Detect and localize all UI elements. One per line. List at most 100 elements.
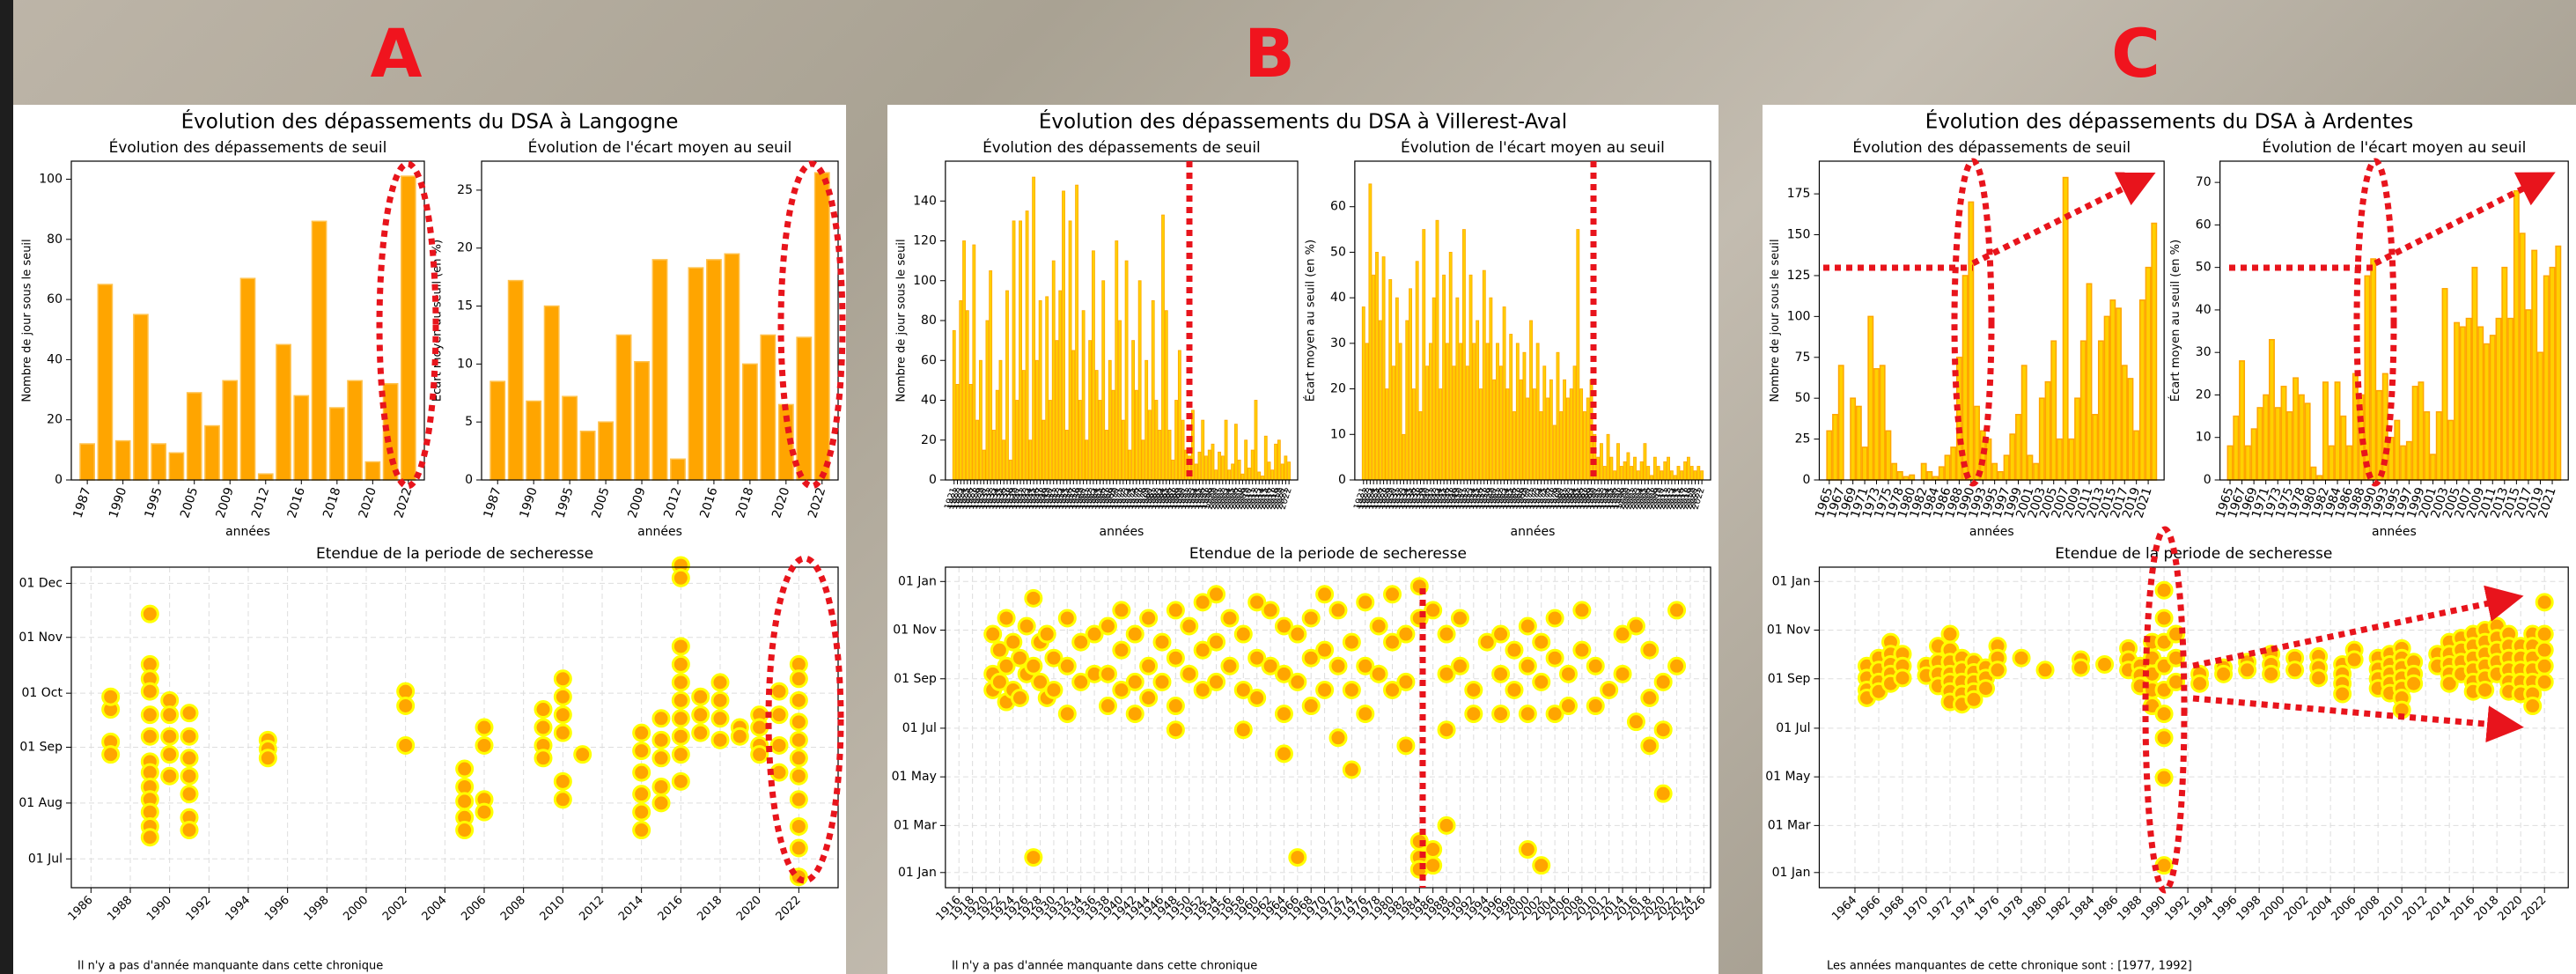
point [1477,632,1497,652]
point [1356,656,1375,675]
panel-letter: C [2111,14,2160,92]
point [1248,648,1267,668]
point [1315,680,1335,699]
point [1248,688,1267,707]
highlight-ellipse [376,160,439,490]
point [396,696,416,715]
point [632,821,651,840]
y-tick-label: 20 [457,241,473,255]
point [1545,648,1564,668]
highlight-ellipse [2142,526,2188,894]
point [1315,640,1335,660]
point [1572,601,1592,620]
point [671,690,690,710]
point [789,690,808,710]
y-tick-label: 60 [1330,200,1346,214]
subplot-title: Évolution des dépassements de seuil [983,137,1261,157]
y-tick-label: 30 [1330,336,1346,350]
point [1152,632,1172,652]
point [1518,705,1537,724]
point [1437,815,1456,835]
y-tick-label: 80 [47,232,63,247]
point [1037,624,1056,644]
point [789,669,808,689]
y-tick-label: 25 [1795,432,1811,446]
point [1600,680,1619,699]
point [1193,640,1212,660]
y-tick-label: 50 [1795,391,1811,405]
axes-frame [1354,160,1711,481]
y-tick-label: 01 Oct [22,686,63,700]
trend-arrow [2374,172,2556,267]
point [1274,616,1293,636]
trend-arrow [2192,585,2524,669]
y-tick-label: 01 Mar [894,818,937,832]
point [1044,648,1064,668]
subplot-title: Évolution des dépassements de seuil [1852,137,2131,157]
point [1220,656,1240,675]
y-tick-label: 125 [1787,269,1811,283]
y-axis-label: Nombre de jour sous le seuil [894,239,908,402]
point [1274,744,1293,764]
point [1057,656,1077,675]
point [710,730,730,749]
point [1152,672,1172,691]
point [553,790,572,809]
point [997,656,1016,675]
point [651,709,671,728]
point [1532,856,1551,875]
point [1288,672,1307,691]
point [1274,664,1293,683]
y-tick-label: 100 [913,274,937,288]
point [1613,624,1632,644]
point [1207,632,1226,652]
y-tick-label: 60 [47,292,63,306]
highlight-ellipse [2353,158,2397,487]
point [691,687,710,706]
point [789,838,808,858]
point [140,727,159,746]
y-tick-label: 20 [47,413,63,427]
point [632,785,651,804]
point [1653,784,1673,803]
y-tick-label: 80 [921,314,937,328]
y-tick-label: 01 Jan [898,574,937,588]
subplot-title: Etendue de la periode de secheresse [316,545,593,563]
point [1166,601,1185,620]
point [1139,656,1159,675]
y-tick-label: 100 [39,172,63,186]
point [1112,640,1131,660]
point [1626,712,1645,732]
point [671,673,690,692]
point [1437,664,1456,683]
point [1024,588,1043,608]
point [632,802,651,822]
point [1558,697,1578,716]
point [1233,720,1253,740]
point [1328,601,1348,620]
figure-title: Évolution des dépassements du DSA à Vill… [1039,109,1567,134]
point [1288,848,1307,867]
point [573,745,592,764]
point [1112,680,1131,699]
point [1640,688,1660,707]
figure-title: Évolution des dépassements du DSA à Arde… [1925,109,2414,134]
point [1010,648,1029,668]
point [1315,585,1335,604]
point [1586,656,1605,675]
point [1071,632,1091,652]
point [1139,609,1159,628]
point [1098,664,1117,683]
point [1098,697,1117,716]
point [1518,616,1537,636]
point [1166,697,1185,716]
point [553,669,572,689]
point [1450,656,1469,675]
y-tick-label: 0 [1803,473,1811,487]
point [1301,609,1321,628]
highlight-ellipse [777,160,846,490]
point [1653,672,1673,691]
point [730,727,749,746]
y-tick-label: 15 [457,299,473,314]
point [1112,601,1131,620]
